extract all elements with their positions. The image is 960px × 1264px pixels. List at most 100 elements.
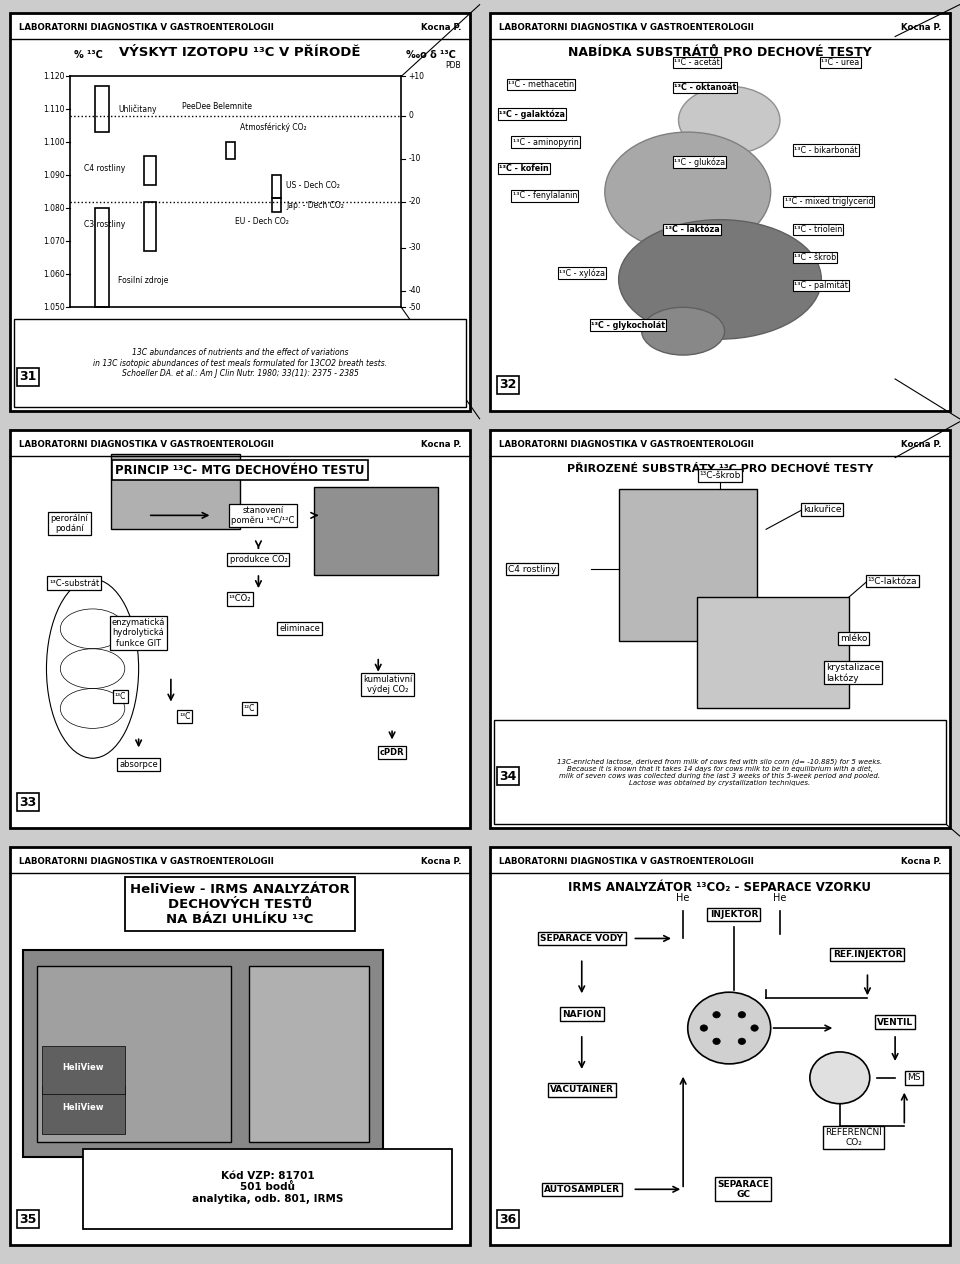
Text: enzymatická
hydrolytická
funkce GIT: enzymatická hydrolytická funkce GIT (112, 618, 165, 647)
Text: Kocna P.: Kocna P. (900, 23, 941, 32)
Text: 1.080: 1.080 (43, 204, 65, 212)
Bar (227, 143, 235, 159)
Text: ‰o δ ¹³C: ‰o δ ¹³C (406, 51, 456, 61)
Text: REFERENČNÍ
CO₂: REFERENČNÍ CO₂ (826, 1127, 882, 1148)
Text: krystalizace
laktózy: krystalizace laktózy (826, 662, 880, 683)
Text: % ¹³C: % ¹³C (74, 51, 103, 61)
Circle shape (713, 1038, 720, 1044)
Text: ¹³C - aminopyrin: ¹³C - aminopyrin (513, 138, 578, 147)
Circle shape (751, 1025, 758, 1031)
Text: NABÍDKA SUBSTRÁTŮ PRO DECHOVÉ TESTY: NABÍDKA SUBSTRÁTŮ PRO DECHOVÉ TESTY (568, 47, 872, 59)
Text: VENTIL: VENTIL (877, 1018, 913, 1026)
Text: perorální
podání: perorální podání (51, 513, 88, 533)
Bar (95, 86, 108, 133)
Text: AUTOSAMPLER: AUTOSAMPLER (543, 1184, 620, 1193)
Bar (144, 155, 156, 186)
Text: PRINCIP ¹³C- MTG DECHOVÉHO TESTU: PRINCIP ¹³C- MTG DECHOVÉHO TESTU (115, 464, 365, 477)
Circle shape (738, 1011, 746, 1018)
Text: REF.INJEKTOR: REF.INJEKTOR (832, 949, 902, 959)
Text: HeliView - IRMS ANALYZÁTOR
DECHOVÝCH TESTŮ
NA BÁZI UHLÍKU ¹³C: HeliView - IRMS ANALYZÁTOR DECHOVÝCH TES… (131, 882, 349, 925)
Text: PDB: PDB (445, 62, 461, 71)
Text: ¹³C: ¹³C (114, 691, 126, 702)
Text: 36: 36 (499, 1212, 516, 1226)
Text: SEPARACE
GC: SEPARACE GC (717, 1179, 769, 1200)
Text: Fosilní zdroje: Fosilní zdroje (118, 277, 168, 286)
Bar (273, 198, 281, 211)
Text: LABORATORNI DIAGNOSTIKA V GASTROENTEROLOGII: LABORATORNI DIAGNOSTIKA V GASTROENTEROLO… (19, 440, 274, 449)
Text: absorpce: absorpce (119, 760, 158, 769)
Text: +10: +10 (408, 72, 424, 81)
Text: EU - Dech CO₂: EU - Dech CO₂ (235, 217, 289, 226)
Text: 34: 34 (499, 770, 516, 782)
Text: eliminace: eliminace (279, 624, 321, 633)
Text: kukuřice: kukuřice (803, 504, 842, 514)
Text: Kód VZP: 81701
501 bodů
analytika, odb. 801, IRMS: Kód VZP: 81701 501 bodů analytika, odb. … (192, 1170, 344, 1203)
Text: LABORATORNI DIAGNOSTIKA V GASTROENTEROLOGII: LABORATORNI DIAGNOSTIKA V GASTROENTEROLO… (19, 857, 274, 866)
Text: He: He (773, 892, 786, 902)
Text: ¹³C - glykocholát: ¹³C - glykocholát (591, 321, 665, 330)
Text: kumulativní
výdej CO₂: kumulativní výdej CO₂ (363, 675, 412, 694)
Text: 1.090: 1.090 (43, 171, 65, 179)
Text: Kocna P.: Kocna P. (900, 440, 941, 449)
Text: ¹³C - laktóza: ¹³C - laktóza (664, 225, 719, 234)
Text: ¹³C - bikarbonát: ¹³C - bikarbonát (794, 145, 857, 154)
Text: LABORATORNI DIAGNOSTIKA V GASTROENTEROLOGII: LABORATORNI DIAGNOSTIKA V GASTROENTEROLO… (19, 23, 274, 32)
Text: Kocna P.: Kocna P. (420, 23, 461, 32)
Text: HeliView: HeliView (62, 1063, 104, 1072)
Text: stanovení
poměru ¹³C/¹²C: stanovení poměru ¹³C/¹²C (231, 506, 295, 525)
Text: IRMS ANALYZÁTOR ¹³CO₂ - SEPARACE VZORKU: IRMS ANALYZÁTOR ¹³CO₂ - SEPARACE VZORKU (568, 881, 872, 894)
Text: C4 rostliny: C4 rostliny (508, 565, 557, 574)
Text: LABORATORNI DIAGNOSTIKA V GASTROENTEROLOGII: LABORATORNI DIAGNOSTIKA V GASTROENTEROLO… (499, 440, 754, 449)
Text: C4 rostliny: C4 rostliny (84, 164, 125, 173)
Circle shape (687, 992, 771, 1064)
Text: ¹³C-škrob: ¹³C-škrob (699, 471, 741, 480)
Text: ¹³C - glukóza: ¹³C - glukóza (674, 157, 725, 167)
Text: ¹³C - fenylalanin: ¹³C - fenylalanin (513, 191, 577, 200)
Text: Uhličitany: Uhličitany (118, 105, 156, 114)
Text: 1.100: 1.100 (43, 138, 65, 147)
Text: ¹³C-substrát: ¹³C-substrát (49, 579, 99, 588)
Text: LABORATORNI DIAGNOSTIKA V GASTROENTEROLOGII: LABORATORNI DIAGNOSTIKA V GASTROENTEROLO… (499, 857, 754, 866)
Text: produkce CO₂: produkce CO₂ (229, 555, 287, 564)
Text: VÝSKYT IZOTOPU ¹³C V PŘÍRODĚ: VÝSKYT IZOTOPU ¹³C V PŘÍRODĚ (119, 47, 361, 59)
Text: 1.110: 1.110 (43, 105, 65, 114)
Circle shape (810, 1052, 870, 1103)
Text: 13C-enriched lactose, derived from milk of cows fed with silo corn (d= -10.885) : 13C-enriched lactose, derived from milk … (558, 758, 882, 786)
Text: ¹³C - kofein: ¹³C - kofein (499, 164, 548, 173)
Text: ¹³CO₂: ¹³CO₂ (228, 594, 252, 603)
Bar (95, 209, 108, 307)
Text: ¹³C - methacetin: ¹³C - methacetin (508, 80, 574, 88)
Text: VACUTAINER: VACUTAINER (550, 1086, 613, 1095)
Text: ¹³C - triolein: ¹³C - triolein (794, 225, 842, 234)
Text: -20: -20 (408, 197, 420, 206)
Text: PŘIROZENÉ SUBSTRÁTY ¹³C PRO DECHOVÉ TESTY: PŘIROZENÉ SUBSTRÁTY ¹³C PRO DECHOVÉ TEST… (566, 464, 874, 474)
Text: Kocna P.: Kocna P. (900, 857, 941, 866)
Circle shape (738, 1038, 746, 1044)
Text: US - Dech CO₂: US - Dech CO₂ (286, 181, 340, 190)
Text: mléko: mléko (840, 635, 867, 643)
Ellipse shape (641, 307, 725, 355)
Text: 1.050: 1.050 (43, 303, 65, 312)
Text: 13C abundances of nutrients and the effect of variations
in 13C isotopic abundan: 13C abundances of nutrients and the effe… (93, 348, 387, 378)
Text: Kocna P.: Kocna P. (420, 857, 461, 866)
Text: 0: 0 (408, 111, 413, 120)
Text: 1.060: 1.060 (43, 269, 65, 279)
Bar (144, 202, 156, 252)
Text: ¹³C - mixed triglycerid: ¹³C - mixed triglycerid (784, 197, 873, 206)
Text: SEPARACE VODY: SEPARACE VODY (540, 934, 623, 943)
Text: LABORATORNI DIAGNOSTIKA V GASTROENTEROLOGII: LABORATORNI DIAGNOSTIKA V GASTROENTEROLO… (499, 23, 754, 32)
Text: cPDR: cPDR (380, 748, 404, 757)
Text: 35: 35 (19, 1212, 36, 1226)
Text: 1.120: 1.120 (43, 72, 65, 81)
Text: ¹³C - acetát: ¹³C - acetát (674, 58, 720, 67)
Text: C3 rostliny: C3 rostliny (84, 220, 125, 229)
Text: ¹²C: ¹²C (244, 704, 255, 713)
Text: Atmosférický CO₂: Atmosférický CO₂ (240, 123, 306, 133)
Text: ¹³C - urea: ¹³C - urea (822, 58, 859, 67)
Text: 32: 32 (499, 378, 516, 392)
Ellipse shape (618, 220, 822, 339)
Circle shape (713, 1011, 720, 1018)
Text: ¹³C: ¹³C (179, 712, 190, 720)
Text: MS: MS (907, 1073, 921, 1082)
Text: -40: -40 (408, 286, 420, 296)
